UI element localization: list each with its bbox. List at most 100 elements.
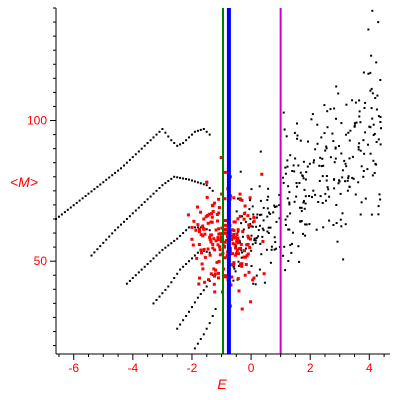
scatter-point bbox=[254, 283, 257, 286]
cluster-point bbox=[235, 232, 239, 236]
scatter-point bbox=[250, 188, 253, 191]
scatter-point bbox=[234, 270, 237, 273]
curve-point bbox=[161, 292, 164, 295]
scatter-point bbox=[249, 217, 252, 220]
scatter-point bbox=[341, 212, 344, 215]
x-axis-label: E bbox=[217, 376, 227, 392]
curve-point bbox=[69, 206, 72, 209]
cluster-point bbox=[199, 210, 203, 214]
scatter-point bbox=[269, 261, 272, 264]
scatter-point bbox=[324, 149, 327, 152]
scatter-point bbox=[358, 110, 361, 113]
curve-point bbox=[193, 130, 196, 133]
scatter-point bbox=[241, 251, 244, 254]
scatter-point bbox=[379, 121, 382, 123]
cluster-point bbox=[202, 217, 206, 221]
curve-point bbox=[155, 133, 158, 136]
curve-point bbox=[202, 183, 205, 186]
cluster-point bbox=[246, 214, 250, 218]
curve-point bbox=[208, 187, 211, 189]
curve-point bbox=[179, 234, 182, 237]
cluster-point bbox=[213, 201, 217, 205]
curve-point bbox=[196, 251, 199, 254]
cluster-point bbox=[201, 267, 205, 271]
cluster-point bbox=[217, 227, 221, 231]
curve-point bbox=[170, 139, 173, 142]
curve-point bbox=[164, 246, 167, 249]
curve-point bbox=[131, 277, 134, 279]
scatter-point bbox=[273, 204, 276, 207]
scatter-point bbox=[360, 201, 363, 204]
cluster-point bbox=[220, 192, 224, 196]
scatter-point bbox=[335, 204, 338, 206]
cluster-point bbox=[237, 252, 240, 256]
curve-point bbox=[188, 260, 190, 263]
scatter-point bbox=[352, 177, 355, 180]
scatter-point bbox=[259, 199, 262, 202]
scatter-point bbox=[303, 200, 305, 203]
cluster-point bbox=[200, 262, 204, 266]
scatter-point bbox=[328, 195, 331, 198]
cluster-point bbox=[186, 213, 190, 217]
curve-point bbox=[58, 215, 60, 218]
cluster-point bbox=[240, 198, 244, 202]
scatter-point bbox=[358, 115, 361, 118]
curve-point bbox=[105, 178, 108, 181]
curve-point bbox=[176, 272, 179, 275]
scatter-point bbox=[299, 220, 302, 223]
scatter-point bbox=[296, 185, 298, 188]
scatter-point bbox=[344, 223, 347, 226]
cluster-point bbox=[222, 223, 226, 227]
curve-point bbox=[205, 327, 208, 330]
cluster-point bbox=[242, 212, 246, 216]
scatter-point bbox=[336, 240, 339, 243]
scatter-point bbox=[282, 181, 285, 184]
curve-point bbox=[146, 198, 149, 201]
scatter-point bbox=[321, 175, 324, 178]
scatter-point bbox=[233, 267, 236, 270]
scatter-point bbox=[334, 157, 337, 160]
cluster-point bbox=[201, 234, 205, 238]
scatter-point bbox=[286, 215, 289, 218]
scatter-point bbox=[262, 229, 265, 232]
scatter-point bbox=[274, 241, 277, 244]
cluster-point bbox=[212, 282, 216, 286]
curve-point bbox=[179, 176, 182, 179]
scatter-point bbox=[378, 193, 381, 196]
curve-point bbox=[199, 182, 202, 185]
scatter-point bbox=[379, 143, 382, 146]
cluster-point bbox=[217, 259, 221, 263]
curve-point bbox=[161, 128, 164, 130]
curve-point bbox=[188, 178, 190, 181]
scatter-point bbox=[302, 177, 305, 180]
scatter-point bbox=[359, 149, 362, 152]
curve-point bbox=[202, 128, 205, 130]
cluster-point bbox=[245, 254, 249, 258]
curve-point bbox=[214, 308, 217, 310]
plot-area bbox=[55, 8, 382, 354]
cluster-point bbox=[195, 256, 199, 260]
curve-point bbox=[196, 296, 199, 299]
cluster-point bbox=[232, 220, 236, 224]
cluster-point bbox=[235, 248, 239, 252]
cluster-point bbox=[215, 260, 219, 264]
scatter-point bbox=[241, 235, 244, 238]
scatter-point bbox=[325, 147, 328, 150]
scatter-point bbox=[260, 253, 263, 256]
curve-point bbox=[99, 183, 102, 186]
scatter-point bbox=[293, 170, 296, 173]
scatter-point bbox=[244, 247, 247, 250]
curve-point bbox=[108, 176, 111, 179]
scatter-point bbox=[375, 141, 378, 143]
y-tick-label: 50 bbox=[34, 254, 48, 268]
cluster-point bbox=[194, 228, 198, 232]
curve-point bbox=[179, 323, 182, 326]
scatter-point bbox=[340, 152, 343, 155]
scatter-point bbox=[287, 260, 290, 262]
cluster-point bbox=[206, 214, 209, 217]
scatter-point bbox=[308, 195, 311, 197]
curve-point bbox=[196, 181, 199, 184]
cluster-point bbox=[197, 243, 201, 246]
cluster-point bbox=[218, 245, 222, 249]
